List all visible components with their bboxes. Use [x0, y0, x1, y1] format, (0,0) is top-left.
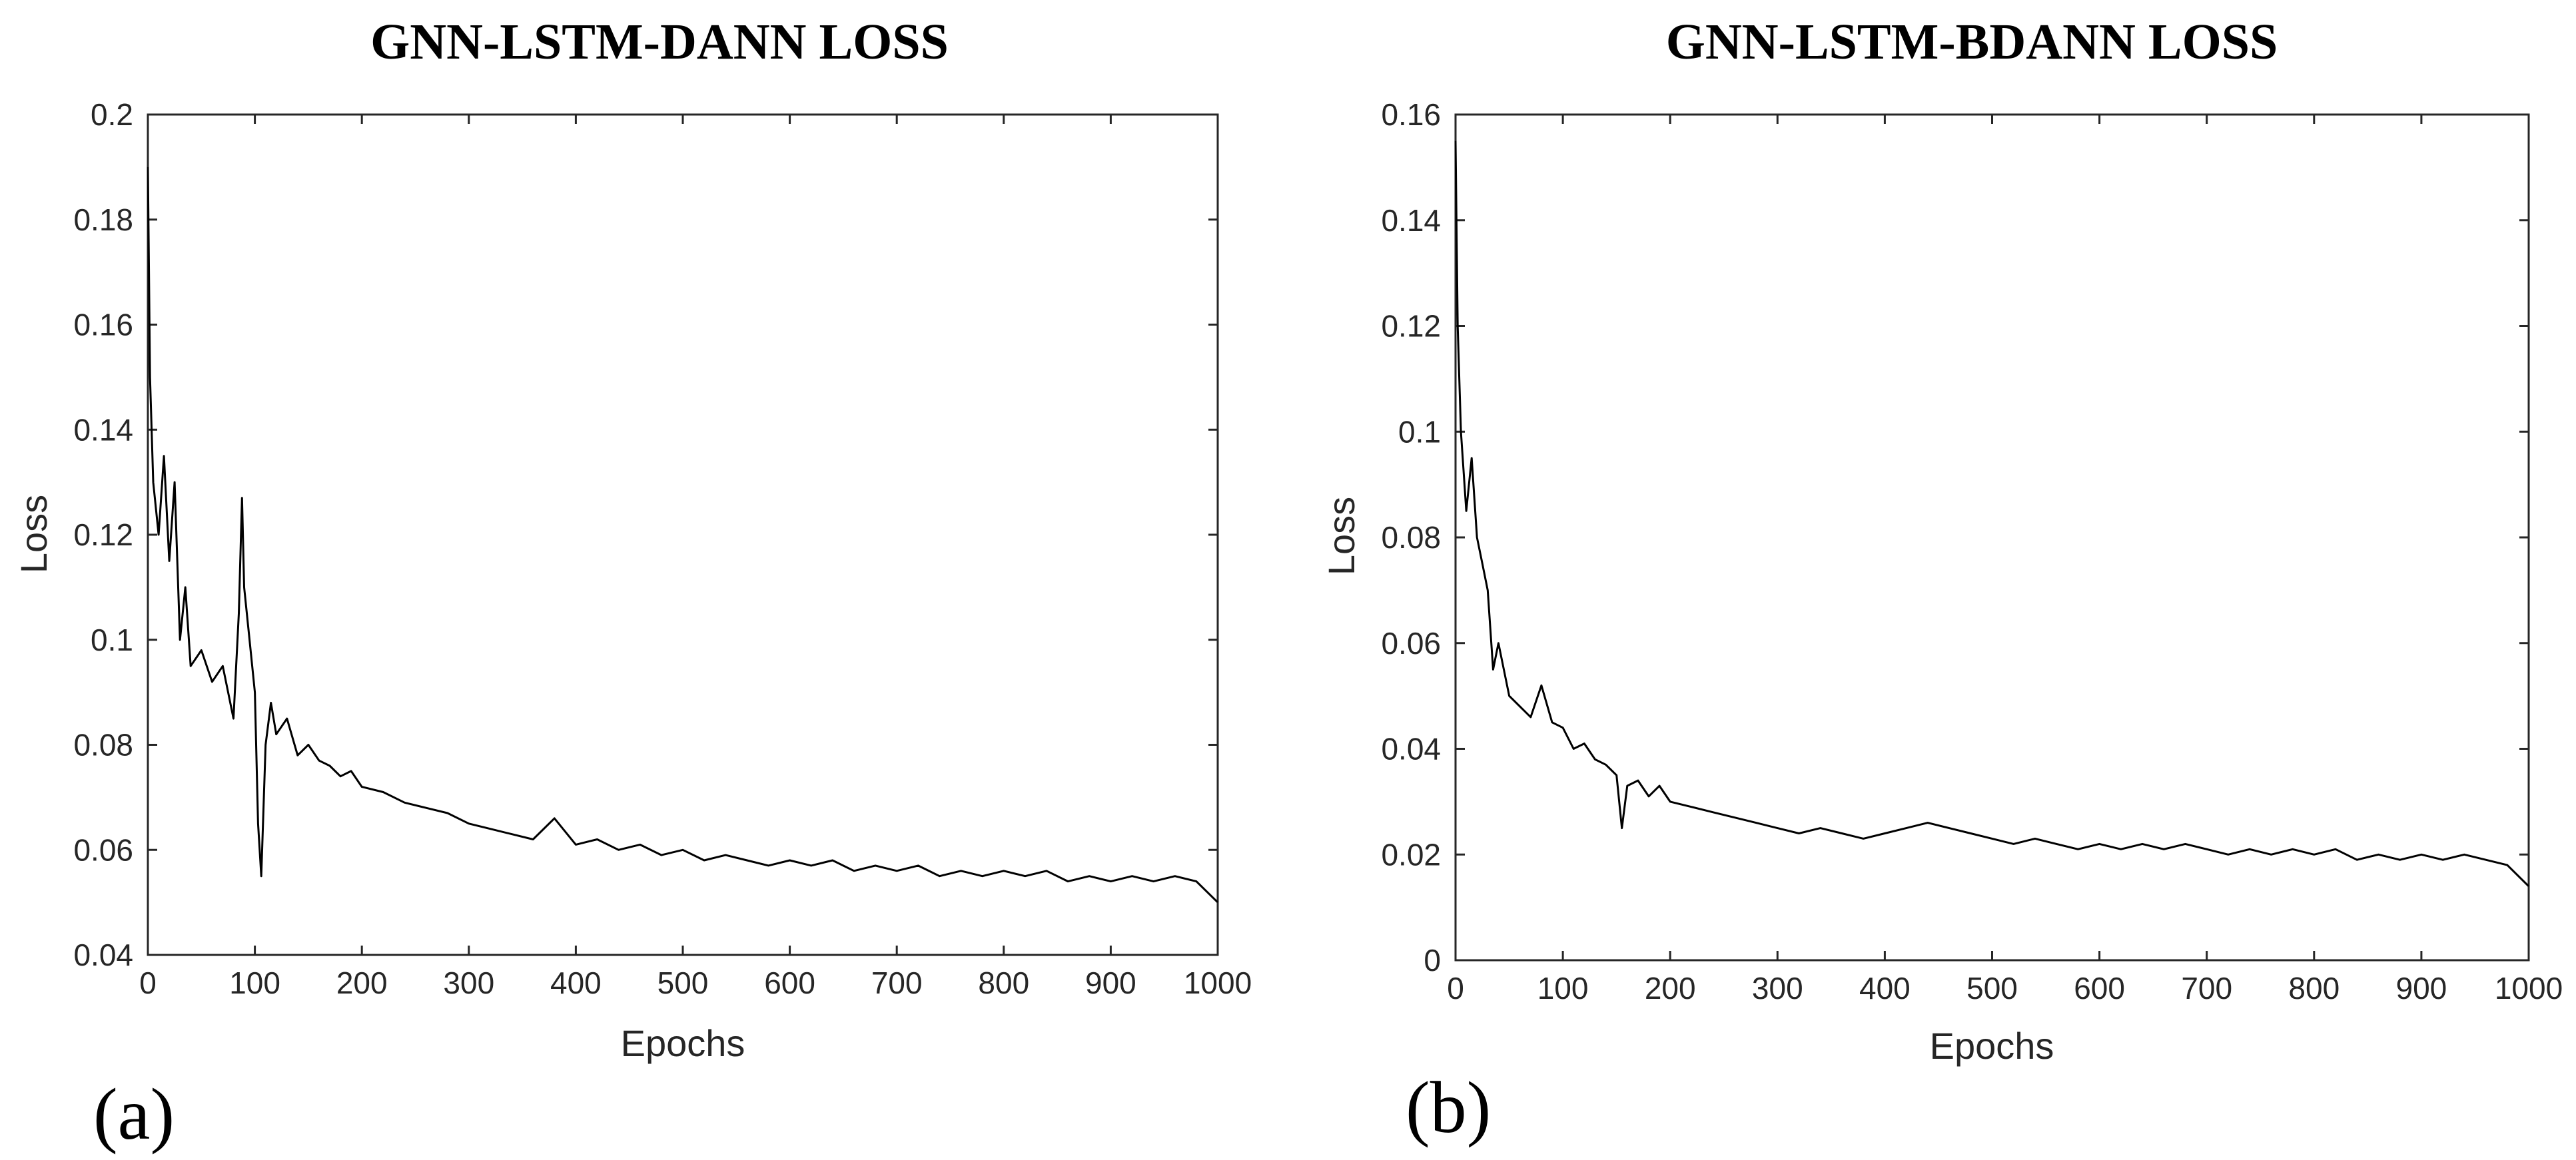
y-tick-label: 0.06 — [73, 832, 133, 867]
loss-line — [1454, 141, 2530, 887]
x-ticks: 0 100 200 300 400 500 600 700 800 900 1000 — [139, 115, 1252, 1000]
y-tick-label: 0.04 — [1381, 732, 1441, 766]
y-tick-label: 0.08 — [73, 728, 133, 762]
x-tick-label: 400 — [1859, 971, 1911, 1006]
y-tick-label: 0.04 — [73, 938, 133, 972]
x-tick-label: 500 — [657, 966, 709, 1000]
loss-line — [147, 166, 1219, 904]
chart-title: GNN-LSTM-DANN LOSS — [370, 14, 949, 70]
x-axis-label: Epochs — [1930, 1025, 2054, 1067]
x-tick-label: 100 — [1537, 971, 1589, 1006]
panel-b: GNN-LSTM-BDANN LOSS 0 100 200 300 400 500 600 7… — [1320, 14, 2563, 1148]
y-tick-label: 0.1 — [1398, 414, 1441, 449]
plot-frame — [1454, 113, 2530, 962]
x-ticks: 0 100 200 300 400 500 600 700 800 900 1000 — [1447, 115, 2563, 1006]
y-tick-label: 0.14 — [73, 412, 133, 447]
panel-label: (b) — [1406, 1067, 1491, 1148]
x-tick-label: 700 — [2181, 971, 2232, 1006]
x-tick-label: 900 — [1085, 966, 1136, 1000]
y-tick-label: 0.16 — [1381, 97, 1441, 132]
y-tick-label: 0.2 — [91, 97, 133, 132]
chart-title: GNN-LSTM-BDANN LOSS — [1666, 14, 2278, 70]
y-tick-label: 0.12 — [1381, 309, 1441, 344]
x-tick-label: 300 — [1752, 971, 1803, 1006]
y-axis-label: Loss — [13, 495, 55, 573]
x-axis-label: Epochs — [621, 1022, 745, 1064]
x-tick-label: 0 — [1447, 971, 1464, 1006]
x-tick-label: 400 — [550, 966, 602, 1000]
x-tick-label: 600 — [2074, 971, 2125, 1006]
y-tick-label: 0.08 — [1381, 520, 1441, 555]
x-tick-label: 100 — [229, 966, 280, 1000]
panel-label: (a) — [93, 1073, 175, 1155]
y-ticks: 0 0.02 0.04 0.06 0.08 0.1 0.12 0.14 0.16 — [1381, 97, 2529, 978]
y-tick-label: 0.1 — [91, 623, 133, 657]
x-tick-label: 200 — [336, 966, 388, 1000]
y-tick-label: 0 — [1424, 943, 1441, 978]
y-tick-label: 0.14 — [1381, 203, 1441, 238]
y-tick-label: 0.12 — [73, 517, 133, 552]
plot-frame — [147, 113, 1219, 956]
x-tick-label: 0 — [139, 966, 157, 1000]
panel-a: GNN-LSTM-DANN LOSS 0 100 200 300 400 500 600 70… — [13, 14, 1252, 1155]
y-tick-label: 0.06 — [1381, 626, 1441, 661]
y-tick-label: 0.16 — [73, 308, 133, 342]
y-axis-label: Loss — [1320, 497, 1362, 575]
x-tick-label: 700 — [871, 966, 923, 1000]
x-tick-label: 500 — [1966, 971, 2018, 1006]
y-ticks: 0.04 0.06 0.08 0.1 0.12 0.14 0.16 0.18 0.2 — [73, 97, 1218, 972]
x-tick-label: 800 — [978, 966, 1029, 1000]
x-tick-label: 600 — [764, 966, 815, 1000]
x-tick-label: 800 — [2288, 971, 2340, 1006]
x-tick-label: 300 — [443, 966, 494, 1000]
x-tick-label: 1000 — [1184, 966, 1252, 1000]
x-tick-label: 200 — [1645, 971, 1696, 1006]
y-tick-label: 0.02 — [1381, 837, 1441, 872]
x-tick-label: 1000 — [2495, 971, 2563, 1006]
x-tick-label: 900 — [2396, 971, 2447, 1006]
y-tick-label: 0.18 — [73, 202, 133, 237]
